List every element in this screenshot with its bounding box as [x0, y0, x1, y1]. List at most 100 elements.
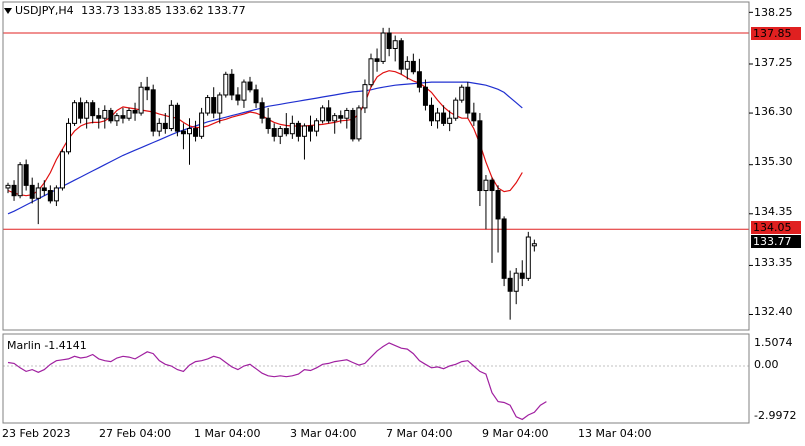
candle — [259, 97, 265, 124]
candle-body — [47, 190, 53, 202]
candle-body — [11, 184, 17, 197]
candle — [90, 100, 96, 124]
symbol-dropdown[interactable]: USDJPY,H4 133.73 133.85 133.62 133.77 — [4, 4, 246, 17]
candle — [47, 185, 53, 204]
candle — [398, 38, 404, 75]
candle-body — [84, 102, 90, 119]
candle — [253, 84, 259, 108]
candle — [29, 177, 35, 204]
candle — [180, 123, 186, 150]
oscillator-panel — [3, 342, 749, 421]
candle — [416, 58, 422, 93]
price-tick: 137.25 — [754, 56, 793, 69]
candle-body — [332, 115, 338, 122]
ma-slow-path — [7, 81, 523, 215]
candle — [53, 185, 59, 207]
candle — [11, 180, 17, 201]
candle-body — [187, 128, 192, 135]
candle — [23, 159, 29, 191]
candle — [495, 185, 501, 253]
candle — [362, 79, 368, 114]
candle-body — [5, 184, 11, 189]
candle — [41, 180, 47, 196]
candle — [380, 27, 386, 64]
candle-body — [41, 187, 47, 192]
candle-body — [326, 107, 332, 122]
candle — [453, 97, 459, 121]
price-tick: 134.35 — [754, 205, 793, 218]
candle — [447, 110, 453, 132]
candle — [429, 97, 434, 126]
candle-body — [23, 164, 29, 186]
candle — [193, 120, 199, 142]
indicator-tick: 1.5074 — [754, 336, 793, 349]
candle-body — [72, 102, 78, 124]
candle — [271, 123, 277, 142]
candle-body — [235, 94, 241, 101]
candle-body — [392, 40, 398, 49]
candle — [217, 92, 223, 124]
candle — [5, 182, 11, 194]
candle-body — [501, 218, 507, 279]
candle-body — [78, 102, 84, 119]
candle-body — [338, 115, 344, 119]
candle-body — [174, 104, 180, 132]
candle — [295, 120, 301, 142]
candle-body — [404, 60, 410, 70]
candle — [72, 100, 78, 126]
candle — [326, 100, 332, 124]
candle-body — [525, 236, 531, 279]
candle — [78, 97, 84, 124]
candle-body — [271, 128, 277, 137]
candle — [332, 113, 338, 134]
candle-body — [416, 71, 422, 88]
candle — [17, 162, 23, 199]
candle — [386, 27, 392, 57]
candle — [374, 48, 380, 72]
candle-body — [217, 94, 223, 114]
candle — [84, 100, 90, 129]
candle-body — [483, 179, 489, 192]
candle — [531, 239, 537, 252]
candle — [102, 105, 108, 129]
candle — [247, 76, 253, 93]
candle — [308, 115, 313, 142]
candle — [301, 123, 307, 160]
candle-body — [344, 109, 350, 119]
candle-body — [162, 122, 168, 130]
candle-body — [356, 107, 362, 140]
triangle-down-icon[interactable] — [4, 8, 12, 14]
candle-body — [193, 128, 199, 137]
candle-body — [386, 32, 392, 49]
candle-body — [199, 112, 205, 137]
horizontal-levels — [3, 32, 749, 230]
time-label: 3 Mar 04:00 — [290, 427, 357, 440]
candle — [350, 107, 356, 142]
current-price-tag: 133.77 — [751, 235, 801, 248]
candle-body — [422, 86, 428, 106]
candle-body — [320, 107, 326, 122]
candle-body — [429, 104, 434, 122]
candle-body — [308, 125, 313, 132]
candle — [283, 113, 289, 137]
candle — [392, 35, 398, 62]
chart-frame — [2, 1, 753, 424]
candle — [344, 107, 350, 129]
time-label: 7 Mar 04:00 — [386, 427, 453, 440]
price-tick: 132.40 — [754, 305, 793, 318]
candle — [66, 118, 71, 155]
candle-body — [362, 84, 368, 109]
candle-body — [114, 115, 120, 122]
candle-body — [495, 190, 501, 220]
candle — [205, 94, 211, 116]
candle — [525, 231, 531, 281]
candle — [144, 76, 150, 101]
candle-body — [259, 102, 265, 119]
time-label: 13 Mar 04:00 — [578, 427, 652, 440]
candle-body — [368, 58, 374, 86]
ohlc-values: 133.73 133.85 133.62 133.77 — [81, 4, 246, 17]
candle-body — [53, 187, 59, 202]
ma-slow-line — [7, 81, 523, 215]
candle-body — [102, 109, 108, 119]
